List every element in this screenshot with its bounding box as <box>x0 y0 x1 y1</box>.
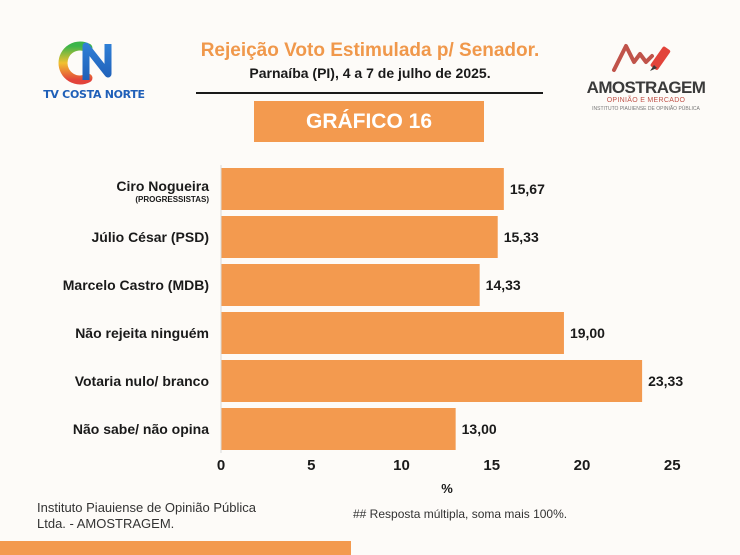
chart-subtitle: Parnaíba (PI), 4 a 7 de julho de 2025. <box>249 65 491 81</box>
x-tick-label: 5 <box>307 457 315 474</box>
chart-title: Rejeição Voto Estimulada p/ Senador. <box>200 40 540 61</box>
amostragem-institute: INSTITUTO PIAUIENSE DE OPINIÃO PÚBLICA <box>592 106 700 112</box>
amostragem-tagline: OPINIÃO E MERCADO <box>606 97 686 104</box>
bar <box>221 216 498 258</box>
multiple-response-note: ## Resposta múltipla, soma mais 100%. <box>353 507 568 521</box>
amostragem-mark-icon <box>612 44 671 72</box>
bar <box>221 360 643 402</box>
x-tick-label: 25 <box>664 457 681 474</box>
amostragem-brand: AMOSTRAGEM <box>586 78 706 97</box>
category-label: Ciro Nogueira <box>116 178 209 194</box>
tv-costa-norte-logo: TV COSTA NORTE <box>38 40 150 104</box>
amostragem-logo: AMOSTRAGEM OPINIÃO E MERCADO INSTITUTO P… <box>582 40 710 114</box>
category-label: Não sabe/ não opina <box>73 421 209 437</box>
x-tick-label: 20 <box>574 457 591 474</box>
data-label: 15,67 <box>510 181 545 197</box>
x-tick-label: 15 <box>483 457 500 474</box>
bar <box>221 408 456 450</box>
data-label: 14,33 <box>486 277 521 293</box>
bottom-accent-bar <box>0 541 351 555</box>
header-divider <box>196 92 543 94</box>
x-tick-label: 10 <box>393 457 410 474</box>
category-sublabel: (PROGRESSISTAS) <box>135 195 209 204</box>
data-label: 15,33 <box>504 229 539 245</box>
chart-header: Rejeição Voto Estimulada p/ Senador. Par… <box>190 40 550 81</box>
bar <box>221 264 480 306</box>
data-label: 23,33 <box>648 373 683 389</box>
x-axis-title: % <box>441 481 453 496</box>
bar <box>221 168 504 210</box>
data-label: 19,00 <box>570 325 605 341</box>
x-tick-label: 0 <box>217 457 225 474</box>
tv-costa-norte-text: TV COSTA NORTE <box>43 88 145 101</box>
tv-costa-norte-mark-icon <box>58 41 112 85</box>
category-label: Votaria nulo/ branco <box>75 373 209 389</box>
chart-number-badge: GRÁFICO 16 <box>254 101 484 142</box>
source-note: Instituto Piauiense de Opinião Pública L… <box>37 500 256 531</box>
data-label: 13,00 <box>462 421 497 437</box>
category-label: Não rejeita ninguém <box>75 325 209 341</box>
category-label: Marcelo Castro (MDB) <box>63 277 209 293</box>
bar <box>221 312 564 354</box>
category-label: Júlio César (PSD) <box>92 229 209 245</box>
